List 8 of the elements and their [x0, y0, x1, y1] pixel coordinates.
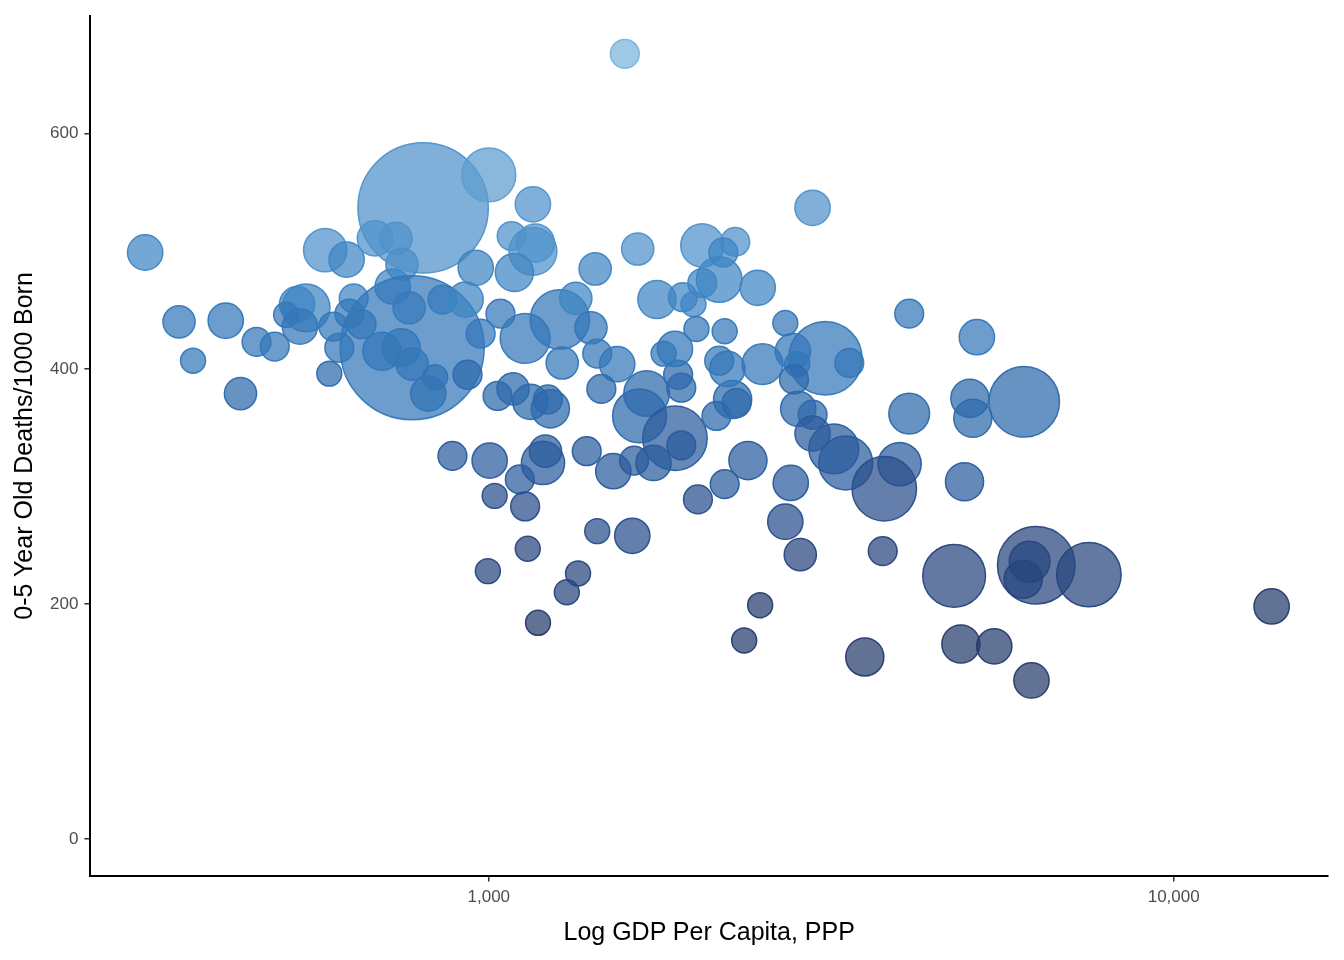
y-tick-label: 200 [49, 593, 79, 613]
y-tick-label: 0 [68, 828, 79, 848]
y-tick-label: 400 [49, 358, 79, 378]
x-axis-title: Log GDP Per Capita, PPP [563, 916, 855, 945]
y-axis-title: 0-5 Year Old Deaths/1000 Born [8, 272, 37, 620]
y-tick-label: 600 [49, 123, 79, 143]
x-tick-label: 1,000 [467, 887, 511, 907]
x-tick-label: 10,000 [1147, 887, 1200, 907]
